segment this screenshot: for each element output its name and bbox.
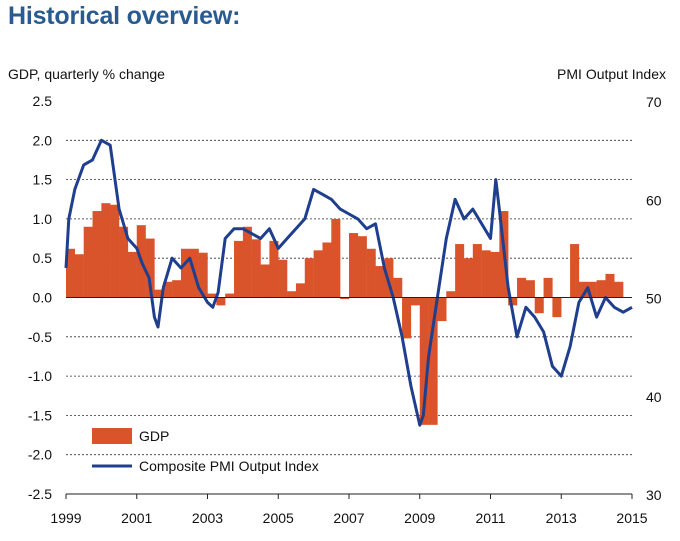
y-left-tick-label: 2.5 xyxy=(33,93,53,109)
x-tick-label: 1999 xyxy=(50,510,81,526)
gdp-bar xyxy=(287,291,297,298)
gdp-bar xyxy=(428,297,438,425)
gdp-bar xyxy=(216,297,226,306)
gdp-bar xyxy=(180,248,191,298)
legend-gdp-label: GDP xyxy=(139,428,169,444)
y-left-tick-label: 0.0 xyxy=(33,290,53,306)
gdp-bar xyxy=(163,281,173,298)
y-left-tick-label: 1.5 xyxy=(33,172,53,188)
x-tick-label: 2009 xyxy=(404,510,435,526)
pmi-line xyxy=(64,138,633,427)
gdp-bar xyxy=(304,258,314,298)
pmi-line-layer xyxy=(64,138,633,427)
gdp-bar xyxy=(322,242,332,298)
gdp-bar xyxy=(251,239,261,298)
gdp-bar xyxy=(92,211,102,298)
gdp-bar xyxy=(490,251,500,298)
y-right-tick-label: 50 xyxy=(646,291,662,307)
gdp-bar xyxy=(587,281,597,298)
x-tick-label: 2003 xyxy=(192,510,223,526)
y-left-tick-label: -0.5 xyxy=(28,329,52,345)
x-tick-label: 2011 xyxy=(475,510,505,526)
gdp-bar xyxy=(446,291,456,298)
legend-pmi-label: Composite PMI Output Index xyxy=(139,458,319,474)
y-right-tick-label: 70 xyxy=(646,94,662,110)
x-tick-label: 2015 xyxy=(616,510,647,526)
gdp-bar xyxy=(278,259,288,298)
y-left-tick-label: -1.5 xyxy=(28,407,52,423)
gdp-bar xyxy=(543,277,553,298)
gdp-bar xyxy=(517,277,527,298)
legend-gdp-swatch xyxy=(92,428,132,444)
gdp-bar xyxy=(127,251,137,298)
y-left-axis-title: GDP, quarterly % change xyxy=(8,66,165,82)
gdp-bar xyxy=(534,297,544,314)
gdp-bar xyxy=(402,297,412,339)
legend: GDP Composite PMI Output Index xyxy=(92,428,319,474)
y-right-tick-label: 60 xyxy=(646,192,662,208)
gdp-bar xyxy=(393,277,403,298)
gdp-bar xyxy=(419,297,429,425)
gdp-bar xyxy=(242,226,252,298)
x-tick-label: 2007 xyxy=(333,510,364,526)
gdp-bar xyxy=(455,244,465,298)
gdp-bar xyxy=(172,280,182,298)
gdp-bar xyxy=(508,297,518,306)
y-left-tick-label: 1.0 xyxy=(33,211,53,227)
gdp-bar xyxy=(207,293,217,298)
gdp-bar xyxy=(66,248,76,298)
gdp-bar xyxy=(437,297,447,322)
y-right-tick-label: 40 xyxy=(646,389,662,405)
gdp-bar xyxy=(472,244,482,298)
gdp-bar xyxy=(481,250,491,298)
x-tick-label: 2005 xyxy=(263,510,294,526)
gdp-bar xyxy=(410,297,420,306)
gdp-bar xyxy=(74,254,84,298)
x-tick-label: 2013 xyxy=(546,510,577,526)
gdp-bar xyxy=(340,297,350,300)
gdp-bar xyxy=(119,226,129,298)
gdp-bar xyxy=(525,280,535,298)
gdp-bar xyxy=(295,283,305,298)
gdp-bar xyxy=(605,273,615,298)
gdp-bar xyxy=(198,252,208,298)
gdp-bar xyxy=(570,244,580,298)
gdp-bar xyxy=(578,281,588,298)
y-right-tick-label: 30 xyxy=(646,487,662,503)
gdp-bar xyxy=(349,233,359,298)
gdp-bar xyxy=(83,226,93,298)
gdp-bar xyxy=(234,240,244,298)
y-left-tick-label: -2.5 xyxy=(28,486,52,502)
gdp-bar xyxy=(357,236,367,298)
y-left-tick-label: -1.0 xyxy=(28,368,52,384)
gdp-bar xyxy=(463,258,474,298)
axes: 2.5 2.0 1.5 1.0 0.5 0.0 -0.5 -1.0 -1.5 -2.0 -2.5 70… xyxy=(28,93,662,526)
y-left-tick-label: 2.0 xyxy=(33,132,53,148)
y-right-axis-title: PMI Output Index xyxy=(557,66,666,82)
y-left-tick-label: -2.0 xyxy=(28,447,52,463)
page-title: Historical overview: xyxy=(8,2,241,30)
gdp-bar xyxy=(331,218,341,298)
x-tick-label: 2001 xyxy=(121,510,152,526)
gdp-bar xyxy=(145,238,155,298)
gdp-bar xyxy=(614,281,624,298)
gdp-bar xyxy=(154,289,164,298)
gdp-bar xyxy=(552,297,562,318)
y-left-tick-label: 0.5 xyxy=(33,250,53,266)
gdp-bars xyxy=(66,203,624,425)
gdp-bar xyxy=(269,240,279,298)
gdp-bar xyxy=(375,266,385,298)
gdp-bar xyxy=(101,203,111,298)
gdp-bar xyxy=(366,248,376,298)
gdp-bar xyxy=(110,204,120,298)
gdp-bar xyxy=(260,264,270,298)
gdp-bar xyxy=(596,280,606,298)
gdp-bar xyxy=(313,250,323,298)
gdp-bar xyxy=(225,293,235,298)
